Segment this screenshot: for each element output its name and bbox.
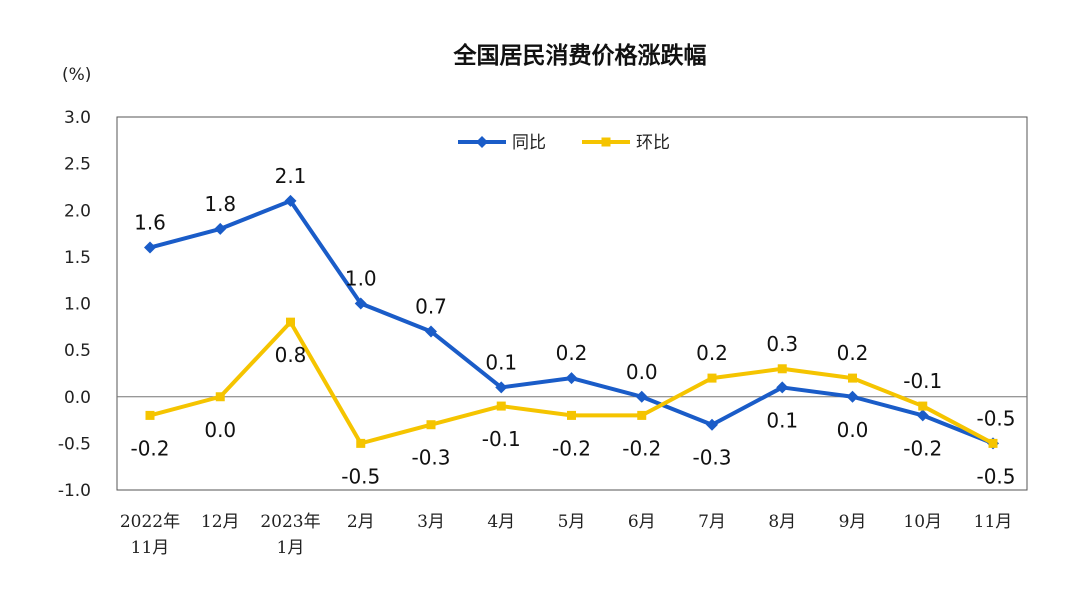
y-tick-label: 2.5 (64, 155, 91, 175)
y-tick-label: -1.0 (58, 481, 91, 501)
data-label: 0.2 (837, 341, 869, 365)
data-point (214, 222, 227, 235)
y-tick-label: 1.5 (64, 248, 91, 268)
data-point (635, 390, 648, 403)
x-tick-label: 11月 (131, 538, 170, 558)
y-tick-label: -0.5 (58, 434, 91, 454)
data-label: 1.8 (204, 192, 236, 216)
data-point (354, 297, 367, 310)
data-point (144, 241, 156, 254)
legend-label: 环比 (636, 133, 670, 153)
data-point (707, 373, 717, 383)
y-tick-label: 0.0 (64, 388, 91, 408)
data-label: 0.1 (485, 350, 517, 374)
data-label: 0.0 (837, 418, 869, 442)
data-point (284, 194, 297, 207)
data-point (567, 410, 576, 420)
data-point (916, 409, 929, 422)
data-label: 0.0 (626, 360, 658, 384)
x-tick-label: 2月 (347, 512, 375, 532)
data-label: 0.8 (275, 343, 307, 367)
x-tick-label: 2023年 (260, 512, 320, 532)
legend-label: 同比 (512, 133, 546, 153)
y-tick-label: 2.0 (64, 201, 91, 221)
data-point (425, 325, 437, 338)
legend: 同比 环比 (458, 133, 670, 153)
data-label: 0.1 (766, 408, 798, 432)
data-label: -0.2 (903, 436, 942, 460)
data-label: 0.2 (696, 341, 728, 365)
series-layer (144, 194, 999, 450)
x-tick-label: 1月 (277, 538, 305, 558)
data-label: 0.2 (556, 341, 588, 365)
y-tick-label: 3.0 (64, 108, 91, 128)
data-point (777, 364, 787, 374)
y-tick-label: 1.0 (64, 295, 91, 315)
data-point (286, 317, 295, 327)
data-label: -0.2 (130, 436, 169, 460)
data-label: 1.6 (134, 211, 166, 235)
data-label: 2.1 (275, 164, 307, 188)
x-tick-label: 5月 (558, 512, 586, 532)
x-tick-label: 10月 (903, 512, 942, 532)
data-point (637, 410, 647, 420)
legend-swatch-marker (476, 136, 488, 148)
data-point (706, 418, 718, 431)
data-label: -0.5 (976, 406, 1015, 430)
x-tick-label: 8月 (768, 512, 796, 532)
x-tick-label: 6月 (628, 512, 656, 532)
data-label: -0.3 (411, 446, 450, 470)
data-label: 0.0 (204, 418, 236, 442)
data-label: 0.7 (415, 294, 447, 318)
data-labels: 1.6 1.8 2.1 1.0 0.7 0.1 0.2 0.0 -0.3 0.1 0.0 -0.2 -0… (130, 164, 1015, 488)
data-label: -0.5 (341, 464, 380, 488)
data-point (848, 373, 857, 383)
legend-swatch-marker (601, 137, 611, 147)
x-tick-label: 11月 (974, 512, 1013, 532)
data-label: 0.3 (766, 332, 798, 356)
data-label: -0.3 (692, 446, 731, 470)
x-axis-ticks: 2022年 11月 12月 2023年 1月 2月 3月 4月 5月 6月 7月 8月 9月 10月 11月 (120, 512, 1012, 558)
data-point (988, 438, 998, 448)
data-point (426, 420, 436, 430)
data-point (565, 372, 578, 385)
data-label: -0.2 (622, 436, 661, 460)
data-point (496, 401, 506, 411)
x-tick-label: 7月 (698, 512, 726, 532)
series-line-0 (148, 198, 995, 446)
data-point (145, 410, 155, 420)
x-tick-label: 2022年 (120, 512, 180, 532)
data-point (356, 438, 366, 448)
x-tick-label: 4月 (487, 512, 515, 532)
data-label: -0.1 (903, 369, 942, 393)
data-point (215, 392, 225, 402)
data-label: -0.1 (482, 427, 521, 451)
data-label: 1.0 (345, 267, 377, 291)
x-tick-label: 3月 (417, 512, 445, 532)
data-label: -0.2 (552, 436, 591, 460)
data-point (495, 381, 508, 394)
y-axis-ticks: 3.0 2.5 2.0 1.5 1.0 0.5 0.0 -0.5 -1.0 (58, 108, 91, 501)
data-point (776, 381, 789, 394)
data-point (846, 390, 859, 403)
chart-title: 全国居民消费价格涨跌幅 (453, 42, 707, 69)
data-label: -0.5 (976, 464, 1015, 488)
plot-frame (116, 116, 1028, 491)
y-axis-unit: (%) (62, 65, 91, 85)
x-tick-label: 9月 (839, 512, 867, 532)
x-tick-label: 12月 (201, 512, 240, 532)
data-point (918, 401, 928, 411)
y-tick-label: 0.5 (64, 341, 91, 361)
